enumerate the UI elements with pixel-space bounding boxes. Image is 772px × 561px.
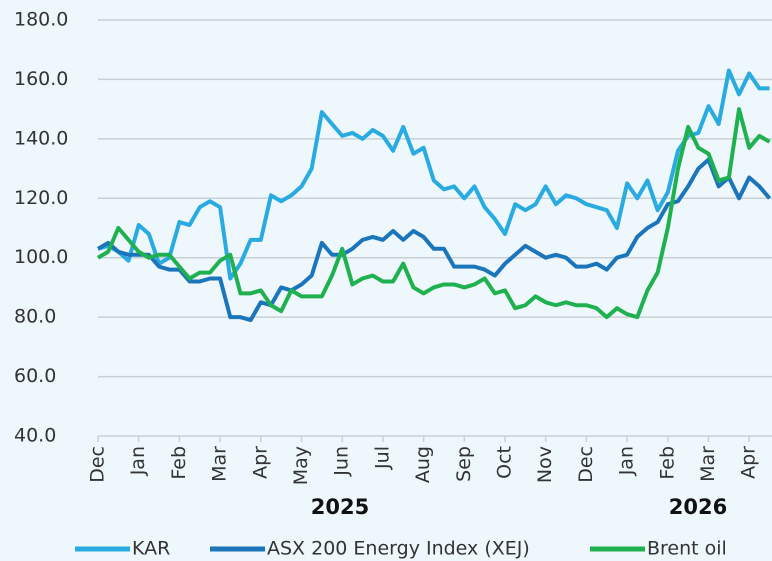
- x-tick-label: Jan: [127, 446, 149, 476]
- year-label: 2026: [669, 495, 727, 519]
- y-tick-label: 180.0: [14, 9, 68, 31]
- x-tick-label: Sep: [453, 446, 475, 482]
- x-tick-label: Jan: [616, 446, 638, 476]
- x-tick-label: Apr: [738, 446, 760, 479]
- y-tick-label: 120.0: [14, 187, 68, 209]
- x-tick-label: Feb: [656, 446, 678, 480]
- x-tick-label: Dec: [87, 446, 109, 483]
- x-tick-label: Feb: [168, 446, 190, 480]
- series-line: [96, 157, 772, 323]
- x-tick-label: Aug: [412, 446, 434, 483]
- y-tick-label: 60.0: [14, 365, 56, 387]
- legend-label: Brent oil: [647, 538, 727, 560]
- x-tick-label: Mar: [209, 446, 231, 482]
- y-tick-label: 40.0: [14, 425, 56, 447]
- y-tick-label: 100.0: [14, 246, 68, 268]
- legend-label: ASX 200 Energy Index (XEJ): [267, 538, 530, 560]
- x-tick-label: May: [290, 446, 312, 485]
- x-tick-label: Jun: [331, 446, 353, 477]
- y-tick-label: 80.0: [14, 306, 56, 328]
- series-line: [97, 68, 770, 281]
- x-tick-label: Jul: [371, 446, 393, 470]
- x-tick-label: Dec: [575, 446, 597, 483]
- y-tick-label: 140.0: [14, 127, 68, 149]
- y-tick-label: 160.0: [14, 68, 68, 90]
- x-tick-label: Mar: [697, 446, 719, 482]
- x-tick-label: Oct: [494, 446, 516, 479]
- x-tick-label: Apr: [249, 446, 271, 479]
- legend-label: KAR: [132, 538, 170, 560]
- year-label: 2025: [311, 495, 369, 519]
- x-tick-label: Nov: [534, 446, 556, 483]
- series-line: [96, 107, 771, 320]
